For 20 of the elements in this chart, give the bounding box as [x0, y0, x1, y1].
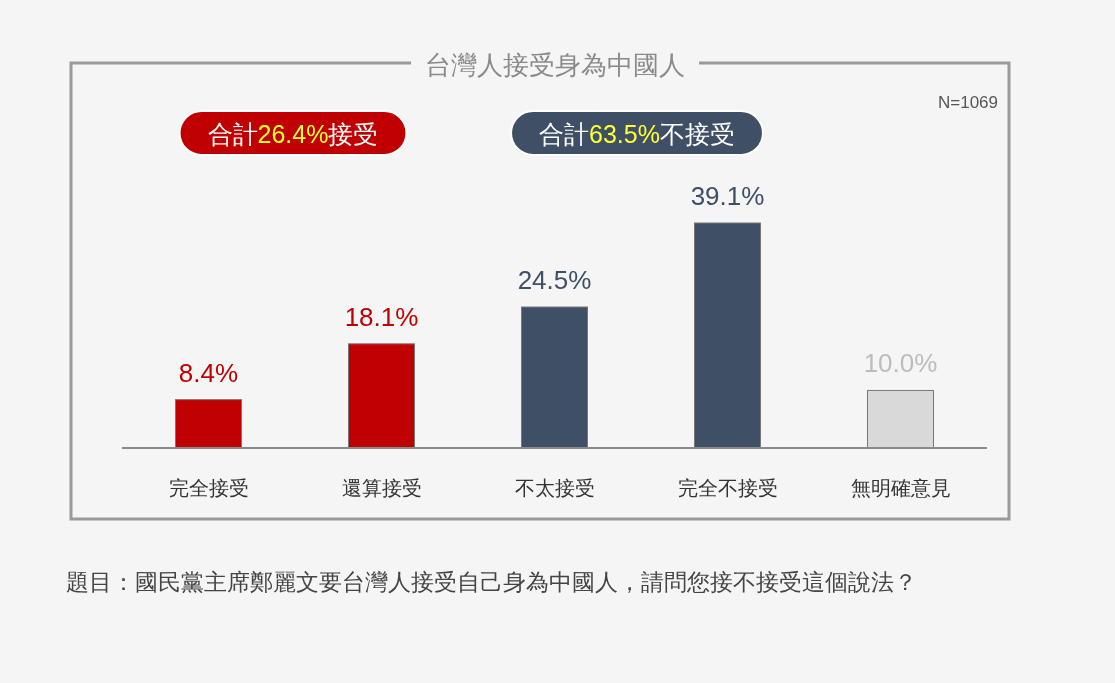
chart-title: 台灣人接受身為中國人: [425, 50, 685, 80]
x-tick-label: 還算接受: [341, 477, 422, 499]
x-tick-label: 不太接受: [514, 477, 595, 499]
text: 合計26.4%接受: [207, 120, 379, 148]
x-tick-label: 無明確意見: [850, 477, 951, 499]
text: 題目：國民黨主席鄭麗文要台灣人接受自己身為中國人，請問您接不接受這個說法？: [66, 569, 917, 595]
bar: [694, 222, 761, 449]
text: 合計63.5%不接受: [539, 120, 735, 148]
x-tick-label: 完全接受: [168, 477, 249, 499]
bar: [521, 306, 588, 449]
text: N=1069: [937, 93, 998, 112]
data-label: 8.4%: [178, 357, 239, 388]
data-label: 24.5%: [517, 265, 592, 296]
data-label: 10.0%: [863, 348, 938, 379]
x-tick-label: 完全不接受: [677, 477, 778, 499]
data-label: 18.1%: [344, 301, 419, 332]
data-label: 39.1%: [690, 181, 765, 211]
bar: [348, 343, 415, 449]
bar: [175, 399, 242, 449]
bar: [867, 389, 934, 449]
